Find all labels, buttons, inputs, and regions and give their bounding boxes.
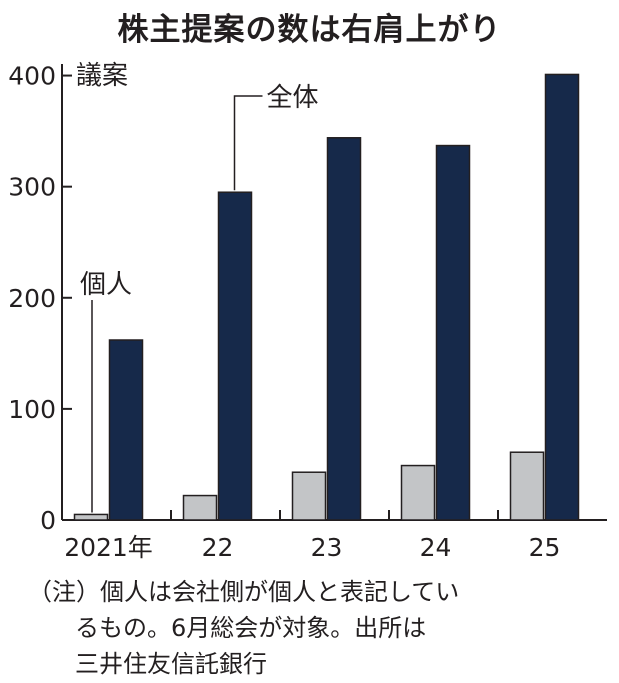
y-ticks: 0 100 200 300 400 <box>8 62 72 535</box>
series-label-total: 全体 <box>267 83 319 113</box>
bar-individual-2 <box>291 471 327 521</box>
y-tick-label: 100 <box>8 395 56 424</box>
footnote-line-3: 三井住友信託銀行 <box>75 650 267 678</box>
x-tick-label: 2021年 <box>64 533 153 562</box>
footnote-line-1: （注）個人は会社側が個人と表記してい <box>28 578 460 606</box>
x-tick-label: 22 <box>202 533 234 562</box>
chart-title: 株主提案の数は右肩上がり <box>117 12 502 48</box>
y-tick-label: 400 <box>8 62 56 91</box>
bar-total-0 <box>108 339 144 521</box>
series-leaders <box>91 95 263 513</box>
bar-individual-3 <box>400 464 436 521</box>
bar-individual-1 <box>182 494 218 521</box>
x-ticks: 2021年 22 23 24 25 <box>64 510 560 562</box>
footnote-line-2: るもの。6月総会が対象。出所は <box>75 614 427 642</box>
y-tick-label: 200 <box>8 284 56 313</box>
bar-individual-0 <box>73 513 109 521</box>
bar-total-2 <box>326 137 362 521</box>
y-tick-label: 300 <box>8 173 56 202</box>
x-tick-label: 23 <box>311 533 343 562</box>
footnote: （注）個人は会社側が個人と表記してい るもの。6月総会が対象。出所は 三井住友信… <box>28 574 613 682</box>
y-axis-label: 議案 <box>76 61 128 91</box>
bar-chart: 0 100 200 300 400 2021年 22 23 24 25 議案 個人 全体 <box>8 61 607 562</box>
x-tick-label: 25 <box>529 533 561 562</box>
series-label-individual: 個人 <box>80 270 132 300</box>
bar-total-4 <box>544 73 580 521</box>
bar-total-1 <box>217 191 253 521</box>
bar-total-3 <box>435 144 471 521</box>
bar-individual-4 <box>509 451 545 521</box>
y-tick-label: 0 <box>40 506 56 535</box>
leader-total <box>233 95 263 191</box>
bars <box>73 73 580 521</box>
x-tick-label: 24 <box>420 533 452 562</box>
